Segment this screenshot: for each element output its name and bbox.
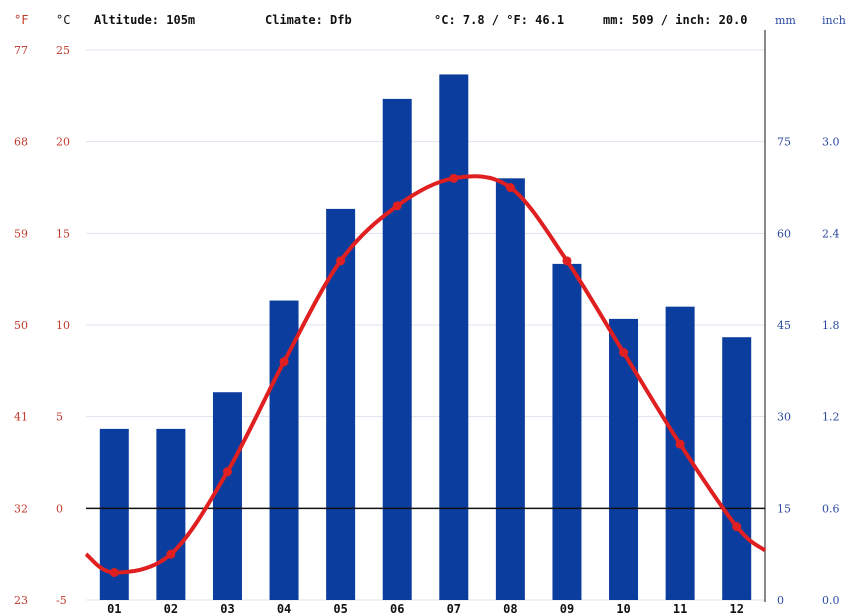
tick-label-fahrenheit: 59 — [14, 227, 28, 240]
tick-label-mm: 15 — [777, 502, 791, 515]
tick-label-celsius: 5 — [56, 411, 63, 424]
tick-label-inch: 3.0 — [822, 136, 840, 149]
temperature-point — [392, 201, 402, 211]
tick-label-fahrenheit: 68 — [14, 136, 28, 149]
precipitation-summary: mm: 509 / inch: 20.0 — [603, 13, 748, 27]
tick-label-mm: 75 — [777, 136, 791, 149]
precipitation-bars — [99, 74, 752, 601]
tick-label-month: 10 — [616, 602, 630, 615]
tick-label-month: 12 — [729, 602, 743, 615]
tick-label-month: 11 — [673, 602, 687, 615]
tick-label-fahrenheit: 50 — [14, 319, 28, 332]
tick-label-mm: 60 — [777, 227, 791, 240]
tick-label-celsius: 15 — [56, 227, 70, 240]
temperature-point — [562, 256, 572, 266]
tick-label-inch: 1.8 — [822, 319, 840, 332]
unit-label-mm: mm — [775, 14, 796, 27]
precipitation-bar — [326, 208, 356, 600]
tick-label-fahrenheit: 23 — [14, 594, 28, 607]
tick-label-mm: 30 — [777, 411, 791, 424]
tick-label-celsius: -5 — [56, 594, 67, 607]
tick-label-celsius: 10 — [56, 319, 70, 332]
climate-label: Climate: Dfb — [265, 13, 352, 27]
precipitation-bar — [382, 98, 412, 600]
tick-label-month: 02 — [164, 602, 178, 615]
precipitation-bar — [156, 428, 186, 600]
tick-label-month: 04 — [277, 602, 291, 615]
temperature-point — [222, 467, 232, 477]
tick-label-inch: 0.6 — [822, 502, 840, 515]
gridlines — [86, 49, 765, 601]
precipitation-bar — [495, 178, 525, 601]
tick-label-month: 05 — [333, 602, 347, 615]
temperature-point — [166, 549, 176, 559]
precipitation-bar — [269, 300, 299, 600]
tick-label-fahrenheit: 41 — [14, 411, 28, 424]
precipitation-bar — [439, 74, 469, 600]
tick-label-month: 08 — [503, 602, 517, 615]
unit-label-celsius: °C — [56, 13, 70, 27]
tick-label-inch: 1.2 — [822, 411, 840, 424]
right-axis-ticks: 0 0.0 15 0.6 30 1.2 45 1.8 60 2.4 75 3.0 — [777, 136, 840, 607]
temperature-line-group — [84, 173, 767, 577]
temperature-point — [619, 348, 629, 357]
temperature-point — [449, 173, 459, 183]
precipitation-bar — [722, 337, 752, 600]
temperature-point — [505, 183, 515, 192]
tick-label-celsius: 0 — [56, 502, 63, 515]
temperature-summary: °C: 7.8 / °F: 46.1 — [434, 13, 564, 27]
tick-label-month: 09 — [560, 602, 574, 615]
tick-label-month: 03 — [220, 602, 234, 615]
tick-label-fahrenheit: 32 — [14, 502, 28, 515]
tick-label-celsius: 25 — [56, 44, 70, 57]
tick-label-mm: 45 — [777, 319, 791, 332]
tick-label-inch: 0.0 — [822, 594, 840, 607]
tick-label-inch: 2.4 — [822, 227, 840, 240]
tick-label-fahrenheit: 77 — [14, 44, 28, 57]
precipitation-bar — [552, 263, 582, 600]
tick-label-month: 01 — [107, 602, 121, 615]
precipitation-bar — [212, 392, 242, 600]
precipitation-bar — [609, 318, 639, 600]
tick-label-month: 06 — [390, 602, 404, 615]
altitude-label: Altitude: 105m — [94, 13, 195, 27]
tick-label-month: 07 — [447, 602, 461, 615]
x-axis-ticks: 01 02 03 04 05 06 07 08 09 10 11 12 — [107, 602, 744, 615]
unit-label-inch: inch — [822, 14, 846, 27]
temperature-point — [109, 568, 119, 577]
temperature-point — [279, 357, 289, 367]
left-axis-ticks: 23 -5 32 0 41 5 50 10 59 15 68 20 77 25 — [14, 44, 70, 607]
tick-label-mm: 0 — [777, 594, 784, 607]
temperature-point — [675, 439, 685, 449]
temperature-line — [84, 174, 767, 575]
temperature-point — [336, 256, 346, 266]
unit-label-fahrenheit: °F — [14, 13, 28, 27]
temperature-point — [732, 522, 742, 532]
precipitation-bar — [665, 306, 695, 600]
tick-label-celsius: 20 — [56, 136, 70, 149]
